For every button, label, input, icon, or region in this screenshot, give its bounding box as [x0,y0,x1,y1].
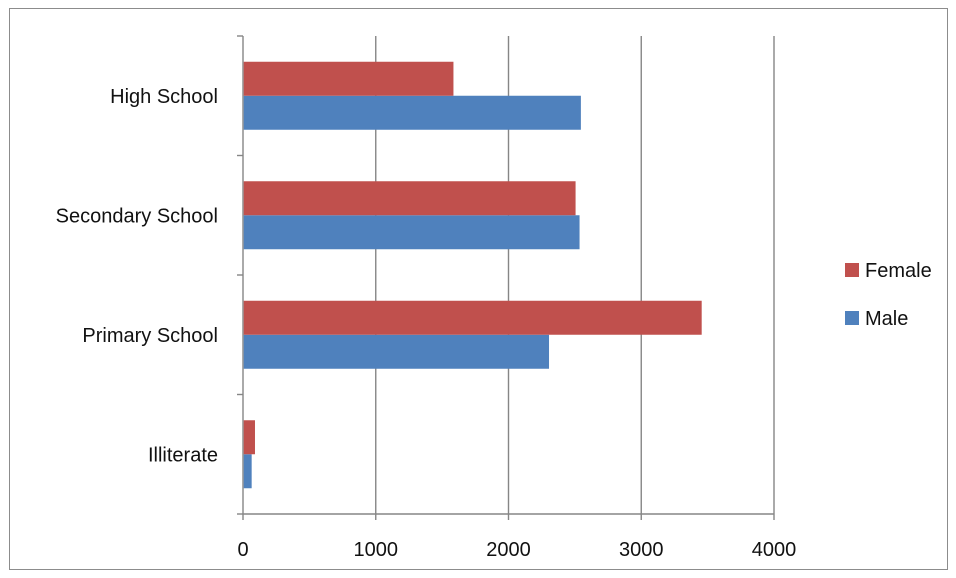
x-tick-label: 2000 [486,539,531,561]
legend-swatch-male [845,311,859,325]
category-labels: Illiterate Primary School Secondary School… [56,86,218,467]
category-label: Secondary School [56,205,218,227]
bar-male-secondary-school [243,215,580,250]
bar-male-illiterate [243,454,252,489]
x-tick-labels: 0 1000 2000 3000 4000 [237,539,796,561]
legend-label-female: Female [865,260,932,282]
bar-female-primary-school [243,300,702,335]
bar-male-high-school [243,95,581,130]
bar-female-illiterate [243,420,255,455]
bar-female-high-school [243,61,454,96]
x-tick-label: 0 [237,539,248,561]
legend: Female Male [845,260,932,330]
bar-male-primary-school [243,334,550,369]
category-label: High School [110,86,218,108]
x-tick-label: 3000 [619,539,664,561]
bars [243,61,702,489]
legend-swatch-female [845,263,859,277]
category-label: Primary School [82,325,218,347]
category-label: Illiterate [148,444,218,466]
axes [237,35,775,520]
legend-label-male: Male [865,308,908,330]
x-tick-label: 1000 [354,539,399,561]
x-tick-label: 4000 [752,539,797,561]
bar-female-secondary-school [243,181,576,216]
